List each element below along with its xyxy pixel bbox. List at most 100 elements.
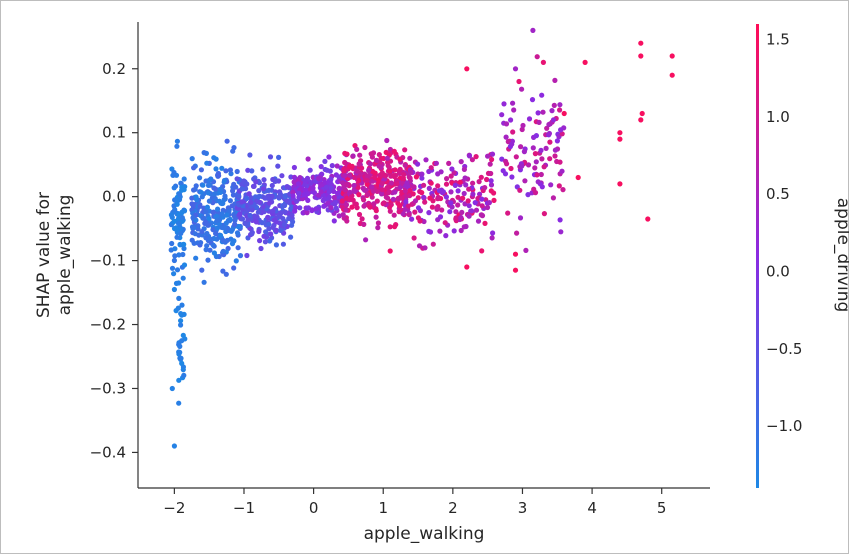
- scatter-point: [435, 194, 441, 200]
- scatter-point: [344, 151, 350, 157]
- x-tick-label: 5: [657, 499, 667, 517]
- scatter-point: [219, 211, 225, 217]
- scatter-point: [261, 233, 267, 239]
- scatter-point: [556, 183, 562, 189]
- scatter-point: [359, 165, 365, 171]
- scatter-point: [237, 253, 244, 259]
- scatter-point: [282, 202, 288, 209]
- scatter-point: [374, 198, 380, 204]
- scatter-point: [278, 227, 284, 233]
- scatter-point: [307, 167, 313, 173]
- colorbar-ticks: 1.5 1.0 0.5 0.0 −0.5 −1.0: [766, 30, 802, 435]
- scatter-point: [249, 229, 255, 236]
- scatter-point: [457, 179, 463, 185]
- scatter-point: [181, 245, 187, 252]
- scatter-point: [536, 119, 542, 125]
- scatter-point: [181, 372, 187, 378]
- scatter-point: [279, 173, 285, 179]
- scatter-point: [189, 224, 196, 230]
- scatter-point: [487, 161, 493, 167]
- scatter-point: [484, 204, 491, 211]
- scatter-point: [427, 195, 433, 201]
- scatter-point: [411, 184, 417, 190]
- scatter-point: [363, 237, 369, 243]
- scatter-point: [499, 156, 505, 162]
- scatter-point: [575, 174, 581, 181]
- scatter-point: [489, 151, 496, 157]
- scatter-point: [407, 155, 413, 161]
- scatter-point: [367, 161, 373, 167]
- scatter-point: [180, 367, 186, 373]
- y-tick-label: 0.0: [102, 188, 126, 206]
- scatter-point: [617, 136, 623, 142]
- scatter-point: [461, 190, 467, 197]
- scatter-point: [356, 211, 363, 218]
- scatter-point: [336, 174, 342, 180]
- scatter-point: [462, 175, 468, 181]
- scatter-point: [195, 223, 201, 229]
- scatter-point: [530, 145, 536, 151]
- scatter-point: [455, 188, 461, 194]
- scatter-point: [461, 166, 467, 172]
- scatter-point: [477, 191, 483, 197]
- scatter-point: [508, 165, 514, 172]
- scatter-point: [561, 110, 567, 117]
- x-tick-label: 2: [448, 499, 458, 517]
- scatter-point: [305, 156, 311, 162]
- scatter-point: [541, 164, 547, 170]
- scatter-point: [508, 117, 514, 123]
- scatter-point: [373, 157, 380, 163]
- scatter-point: [544, 125, 550, 131]
- scatter-point: [419, 190, 425, 196]
- scatter-point: [391, 212, 397, 218]
- scatter-point: [403, 199, 409, 205]
- scatter-point: [318, 164, 324, 170]
- scatter-point: [453, 216, 459, 222]
- scatter-point: [204, 160, 210, 166]
- scatter-point: [458, 214, 464, 221]
- scatter-point: [234, 168, 240, 175]
- scatter-point: [519, 163, 525, 169]
- scatter-point: [224, 237, 230, 243]
- scatter-point: [179, 302, 185, 308]
- scatter-point: [201, 215, 207, 221]
- x-axis-title: apple_walking: [364, 524, 485, 544]
- scatter-point: [540, 59, 547, 65]
- scatter-point: [231, 213, 237, 219]
- scatter-point: [320, 198, 326, 204]
- scatter-point: [543, 145, 549, 151]
- scatter-point: [175, 220, 182, 226]
- scatter-point: [322, 166, 328, 173]
- scatter-point: [559, 131, 565, 137]
- scatter-point: [322, 158, 328, 164]
- scatter-point: [235, 245, 241, 251]
- scatter-point: [387, 204, 393, 210]
- scatter-point: [522, 178, 528, 184]
- scatter-point: [391, 148, 397, 154]
- scatter-point: [453, 209, 459, 215]
- scatter-point: [327, 168, 333, 174]
- scatter-point: [503, 134, 509, 140]
- scatter-point: [535, 179, 541, 185]
- scatter-point: [205, 257, 211, 263]
- scatter-point: [222, 224, 228, 230]
- scatter-point: [234, 230, 241, 236]
- scatter-point: [171, 185, 177, 191]
- scatter-point: [172, 253, 178, 259]
- scatter-point: [455, 194, 461, 200]
- scatter-point: [176, 252, 182, 258]
- scatter-point: [443, 181, 450, 187]
- scatter-point: [412, 209, 418, 215]
- scatter-point: [491, 197, 497, 203]
- scatter-point: [192, 231, 198, 237]
- y-tick-label: 0.1: [102, 124, 126, 142]
- y-tick-label: −0.3: [90, 379, 126, 397]
- scatter-point: [302, 181, 308, 188]
- scatter-point: [512, 251, 519, 257]
- scatter-point: [559, 168, 565, 174]
- scatter-point: [539, 156, 545, 162]
- scatter-point: [384, 137, 390, 144]
- scatter-point: [530, 27, 536, 33]
- scatter-point: [211, 250, 217, 256]
